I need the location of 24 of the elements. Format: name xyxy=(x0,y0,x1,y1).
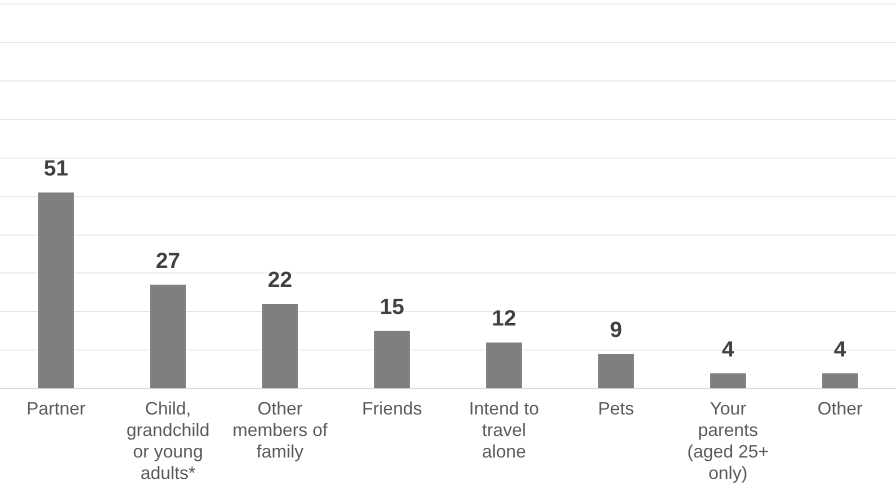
x-tick-label: Pets xyxy=(598,398,634,418)
x-tick-label: Friends xyxy=(362,398,422,418)
data-label: 15 xyxy=(380,294,404,319)
bar xyxy=(822,373,858,388)
data-label: 22 xyxy=(268,267,292,292)
bar xyxy=(38,192,74,388)
x-tick-label: Other members of family xyxy=(232,398,329,462)
data-label: 4 xyxy=(834,336,847,362)
x-tick-label: Partner xyxy=(26,398,86,418)
bar xyxy=(486,342,522,388)
data-label: 4 xyxy=(722,336,735,362)
bar xyxy=(374,330,410,388)
data-label: 9 xyxy=(610,317,622,342)
x-tick-label: Other xyxy=(817,398,863,418)
data-label: 51 xyxy=(44,156,68,181)
data-label: 12 xyxy=(492,306,516,331)
data-label: 27 xyxy=(156,248,180,273)
x-tick-label: Child, grandchild or young adults* xyxy=(126,398,210,484)
bar xyxy=(710,373,746,388)
bar xyxy=(262,304,298,388)
bar xyxy=(598,354,634,388)
x-tick-label: Your parents (aged 25+ only) xyxy=(687,398,769,484)
bar xyxy=(150,284,186,388)
x-tick-label: Intend to travel alone xyxy=(468,398,540,462)
